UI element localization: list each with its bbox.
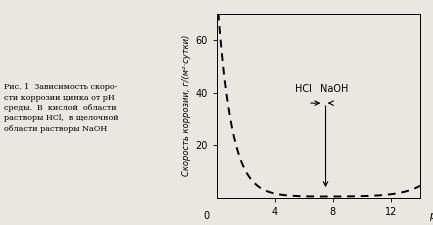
Text: NaOH: NaOH xyxy=(320,84,349,94)
Text: 0: 0 xyxy=(203,211,209,221)
Text: pH: pH xyxy=(429,211,433,221)
Text: Рис. 1  Зависимость скоро-
сти коррозии цинка от рН
среды.  В  кислой  области
р: Рис. 1 Зависимость скоро- сти коррозии ц… xyxy=(4,83,119,133)
Text: HCl: HCl xyxy=(295,84,312,94)
Y-axis label: Скорость коррозии, г/(м²·сутки): Скорость коррозии, г/(м²·сутки) xyxy=(182,35,191,176)
